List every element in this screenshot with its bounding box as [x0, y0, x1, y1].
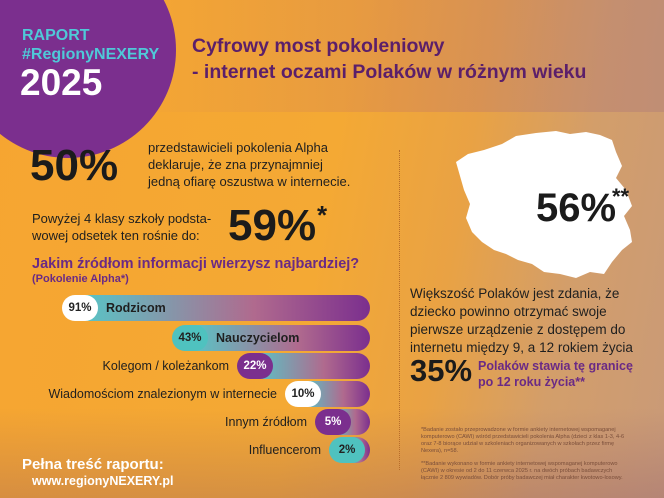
- bar-0: [80, 295, 370, 321]
- stat1-text-line1: przedstawicieli pokolenia Alpha: [148, 140, 328, 155]
- column-divider: [399, 150, 400, 470]
- value-label-5: 2%: [329, 437, 365, 463]
- chart-title: Jakim źródłom informacji wierzysz najbar…: [32, 256, 360, 272]
- value-label-1: 43%: [172, 325, 208, 351]
- stat1-value: 50%: [30, 141, 119, 190]
- page-title-line1: Cyfrowy most pokoleniowy: [192, 35, 445, 57]
- category-label-1: Nauczycielom: [216, 331, 300, 345]
- stat2-mark: *: [317, 200, 328, 230]
- stat3-text-line2: po 12 roku życia**: [478, 375, 585, 389]
- bar-2: [255, 353, 370, 379]
- value-label-0: 91%: [62, 295, 98, 321]
- stat2-text-line1: Powyżej 4 klasy szkoły podsta-: [32, 211, 212, 226]
- right-text-line1: Większość Polaków jest zdania, że: [410, 286, 620, 301]
- category-label-3: Wiadomościom znalezionym w internecie: [48, 387, 277, 401]
- value-label-3: 10%: [285, 381, 321, 407]
- badge-year: 2025: [20, 62, 103, 103]
- category-label-0: Rodzicom: [106, 301, 166, 315]
- map-value: 56%: [536, 186, 617, 230]
- page-title-line2: - internet oczami Polaków w różnym wieku: [192, 61, 587, 83]
- bar-1: [190, 325, 370, 351]
- right-text-line3: pierwsze urządzenie z dostępem do: [410, 322, 626, 337]
- stat3-text-line1: Polaków stawia tę granicę: [478, 359, 633, 373]
- badge-line1: RAPORT: [22, 27, 90, 44]
- right-text-line2: dziecko powinno otrzymać swoje: [410, 304, 607, 319]
- stat2-text-line2: wowej odsetek ten rośnie do:: [32, 228, 200, 243]
- footer-label: Pełna treść raportu:: [22, 456, 164, 473]
- badge-line2: #RegionyNEXERY: [22, 46, 160, 63]
- poland-map-icon: [456, 131, 632, 278]
- value-label-4: 5%: [315, 409, 351, 435]
- value-label-2: 22%: [237, 353, 273, 379]
- category-label-5: Influencerom: [248, 443, 321, 457]
- right-text-line4: internetu między 9, a 12 rokiem życia: [410, 340, 633, 355]
- category-label-2: Kolegom / koleżankom: [102, 359, 229, 373]
- footer-url-link[interactable]: www.regionyNEXERY.pl: [32, 474, 174, 488]
- stat1-text-line2: deklaruje, że zna przynajmniej: [148, 157, 323, 172]
- map-mark: **: [612, 184, 630, 209]
- category-label-4: Innym źródłom: [225, 415, 307, 429]
- stat2-value: 59%: [228, 201, 317, 250]
- stat3-value: 35%: [410, 353, 473, 388]
- chart-subtitle: (Pokolenie Alpha*): [32, 273, 129, 285]
- footnote-1: *Badanie zostało przeprowadzone w formie…: [421, 427, 625, 454]
- stat1-text-line3: jedną ofiarę oszustwa w internecie.: [148, 174, 351, 189]
- footnote-2: **Badanie wykonano w formie ankiety inte…: [421, 461, 623, 481]
